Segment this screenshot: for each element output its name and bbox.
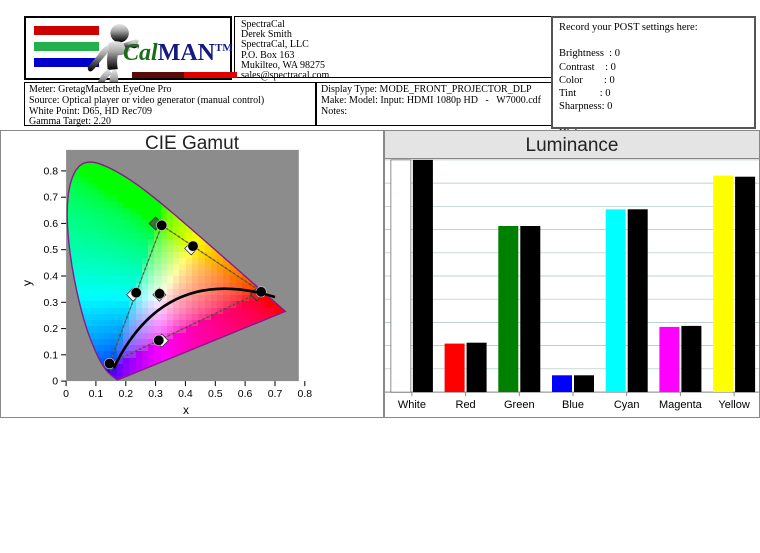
svg-text:Cyan: Cyan [614, 399, 640, 411]
svg-text:y: y [20, 280, 34, 286]
svg-text:0: 0 [52, 376, 58, 388]
svg-text:0: 0 [63, 388, 69, 400]
svg-text:0.5: 0.5 [208, 388, 223, 400]
svg-text:0.2: 0.2 [118, 388, 133, 400]
svg-text:0.1: 0.1 [89, 388, 104, 400]
svg-text:Green: Green [504, 399, 535, 411]
svg-text:0.6: 0.6 [43, 218, 58, 230]
svg-text:0.4: 0.4 [43, 271, 58, 283]
svg-text:Blue: Blue [562, 399, 584, 411]
svg-text:White: White [398, 399, 426, 411]
svg-text:x: x [183, 403, 189, 417]
svg-text:0.3: 0.3 [148, 388, 163, 400]
svg-text:0.7: 0.7 [43, 192, 58, 204]
svg-text:0.6: 0.6 [238, 388, 253, 400]
svg-text:0.3: 0.3 [43, 297, 58, 309]
svg-text:0.4: 0.4 [178, 388, 193, 400]
svg-text:0.7: 0.7 [268, 388, 283, 400]
svg-text:0.1: 0.1 [43, 349, 58, 361]
svg-text:Magenta: Magenta [659, 399, 703, 411]
svg-text:0.2: 0.2 [43, 323, 58, 335]
svg-text:0.8: 0.8 [297, 388, 312, 400]
svg-text:Yellow: Yellow [718, 399, 749, 411]
svg-text:Red: Red [456, 399, 476, 411]
svg-text:0.5: 0.5 [43, 244, 58, 256]
svg-text:0.8: 0.8 [43, 165, 58, 177]
